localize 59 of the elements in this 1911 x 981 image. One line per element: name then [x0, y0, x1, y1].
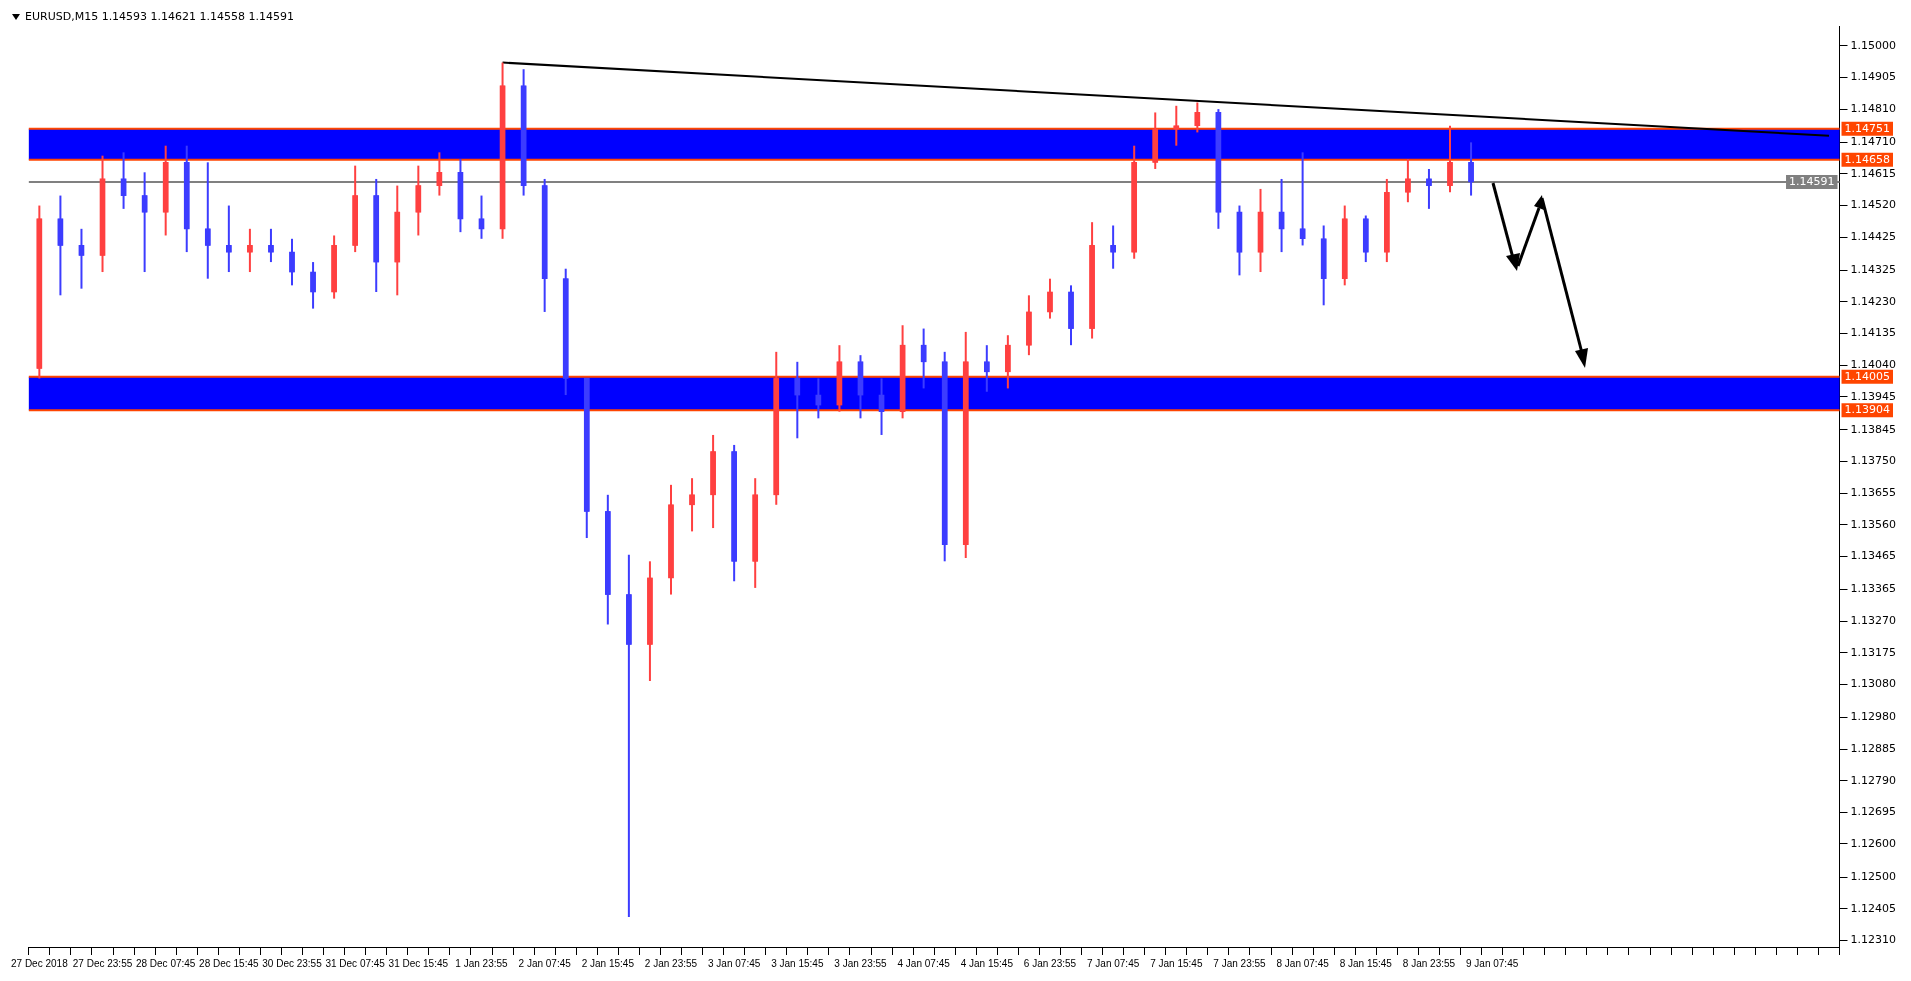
- y-tick-label: 1.12885: [1850, 742, 1897, 756]
- x-tick-label: 3 Jan 23:55: [834, 957, 888, 969]
- x-tick-label: 2 Jan 07:45: [518, 957, 572, 969]
- y-tick-label: 1.12980: [1850, 710, 1897, 724]
- y-tick-label: 1.13750: [1850, 454, 1897, 468]
- y-tick-label: 1.13080: [1850, 677, 1897, 691]
- ref-line-label: 1.13904: [1844, 403, 1891, 417]
- x-tick-label: 2 Jan 23:55: [644, 957, 698, 969]
- x-tick-label: 31 Dec 07:45: [325, 957, 386, 969]
- x-tick-label: 7 Jan 23:55: [1213, 957, 1267, 969]
- x-tick-label: 30 Dec 23:55: [262, 957, 323, 969]
- ref-line-label: 1.14658: [1844, 152, 1891, 166]
- x-tick-label: 28 Dec 07:45: [135, 957, 196, 969]
- x-tick-label: 8 Jan 07:45: [1276, 957, 1330, 969]
- x-tick-label: 28 Dec 15:45: [199, 957, 260, 969]
- x-tick-label: 8 Jan 23:55: [1402, 957, 1456, 969]
- y-tick-label: 1.14230: [1850, 294, 1897, 308]
- y-tick-label: 1.15000: [1850, 38, 1897, 52]
- x-tick-label: 7 Jan 15:45: [1150, 957, 1203, 969]
- x-tick-label: 9 Jan 07:45: [1465, 957, 1519, 969]
- y-tick-label: 1.13560: [1850, 517, 1897, 531]
- x-tick-label: 4 Jan 15:45: [960, 957, 1014, 969]
- x-tick-label: 27 Dec 23:55: [72, 957, 133, 969]
- y-tick-label: 1.13365: [1850, 582, 1897, 596]
- x-tick-label: 1 Jan 23:55: [455, 957, 509, 969]
- y-tick-label: 1.14425: [1850, 229, 1897, 243]
- ref-line-label: 1.14591: [1789, 174, 1835, 188]
- x-tick-label: 27 Dec 2018: [11, 957, 69, 969]
- ref-line-label: 1.14005: [1844, 369, 1891, 383]
- y-tick-label: 1.14040: [1850, 358, 1897, 371]
- y-tick-label: 1.14615: [1850, 166, 1897, 180]
- y-tick-label: 1.14520: [1850, 198, 1897, 212]
- y-tick-label: 1.13465: [1850, 549, 1897, 563]
- y-tick-label: 1.12310: [1850, 933, 1897, 947]
- y-tick-label: 1.13945: [1850, 389, 1897, 403]
- y-tick-label: 1.12405: [1850, 901, 1897, 915]
- x-tick-label: 4 Jan 07:45: [897, 957, 951, 969]
- x-tick-label: 3 Jan 15:45: [771, 957, 824, 969]
- y-tick-label: 1.14905: [1850, 70, 1897, 84]
- y-tick-label: 1.12790: [1850, 773, 1897, 787]
- y-tick-label: 1.12500: [1850, 870, 1897, 884]
- ref-line-label: 1.14751: [1844, 121, 1891, 135]
- y-tick-label: 1.13270: [1850, 614, 1897, 628]
- y-tick-label: 1.14135: [1850, 326, 1897, 340]
- y-tick-label: 1.12695: [1850, 805, 1897, 819]
- x-tick-label: 6 Jan 23:55: [1023, 957, 1077, 969]
- y-tick-label: 1.13175: [1850, 645, 1897, 659]
- y-tick-label: 1.12600: [1850, 836, 1897, 850]
- x-tick-label: 3 Jan 07:45: [708, 957, 761, 969]
- y-tick-label: 1.14810: [1850, 101, 1897, 115]
- chart-title: EURUSD,M15 1.14593 1.14621 1.14558 1.14591: [25, 10, 295, 23]
- y-tick-label: 1.14710: [1850, 135, 1897, 149]
- x-tick-label: 31 Dec 15:45: [388, 957, 449, 969]
- x-tick-label: 2 Jan 15:45: [581, 957, 635, 969]
- y-tick-label: 1.13845: [1850, 422, 1897, 436]
- y-tick-label: 1.14325: [1850, 263, 1897, 277]
- y-tick-label: 1.13655: [1850, 486, 1897, 500]
- x-tick-label: 8 Jan 15:45: [1339, 957, 1393, 969]
- x-tick-label: 7 Jan 07:45: [1087, 957, 1140, 969]
